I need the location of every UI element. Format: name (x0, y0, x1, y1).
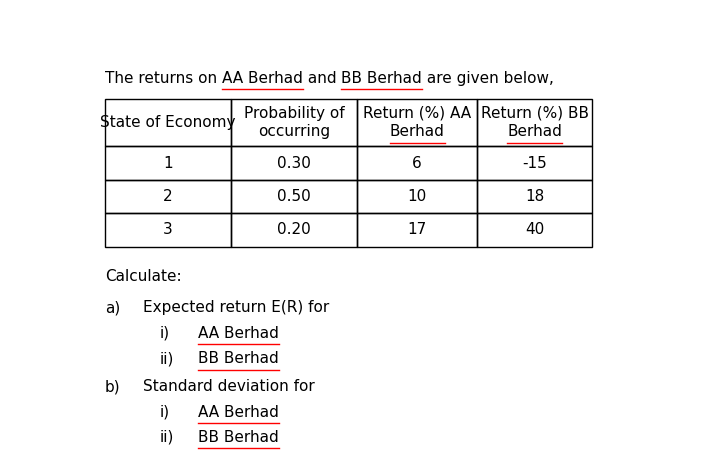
Bar (105, 180, 231, 213)
Text: 40: 40 (525, 223, 544, 237)
Text: AA Berhad: AA Berhad (198, 404, 279, 420)
Text: BB Berhad: BB Berhad (198, 430, 279, 445)
Text: i): i) (160, 326, 170, 341)
Text: Return (%) BB: Return (%) BB (481, 106, 589, 121)
Text: 2: 2 (163, 189, 173, 204)
Text: AA Berhad: AA Berhad (222, 71, 303, 85)
Text: ii): ii) (160, 430, 174, 445)
Text: Expected return E(R) for: Expected return E(R) for (144, 300, 329, 315)
Bar (231, 99, 357, 146)
Bar (105, 99, 231, 146)
Text: 10: 10 (407, 189, 427, 204)
Text: -15: -15 (522, 155, 547, 170)
Bar (357, 99, 477, 146)
Text: AA Berhad: AA Berhad (198, 326, 279, 341)
Text: 0.50: 0.50 (277, 189, 310, 204)
Bar (477, 213, 592, 247)
Text: 17: 17 (407, 223, 427, 237)
Text: Probability of
occurring: Probability of occurring (243, 106, 344, 139)
Text: State of Economy: State of Economy (100, 115, 235, 130)
Bar (357, 180, 477, 213)
Text: Berhad: Berhad (508, 124, 562, 139)
Text: are given below,: are given below, (422, 71, 554, 85)
Bar (357, 213, 477, 247)
Text: 1: 1 (163, 155, 173, 170)
Text: Calculate:: Calculate: (105, 270, 182, 285)
Bar (477, 180, 592, 213)
Bar (231, 180, 357, 213)
Bar (105, 146, 231, 180)
Text: 3: 3 (163, 223, 173, 237)
Text: b): b) (105, 379, 120, 394)
Bar (477, 146, 592, 180)
Bar (105, 213, 231, 247)
Bar (231, 213, 357, 247)
Text: 0.20: 0.20 (277, 223, 310, 237)
Bar (357, 146, 477, 180)
Text: 18: 18 (525, 189, 544, 204)
Text: Standard deviation for: Standard deviation for (144, 379, 315, 394)
Bar (231, 146, 357, 180)
Text: ii): ii) (160, 351, 174, 366)
Text: 6: 6 (412, 155, 422, 170)
Text: BB Berhad: BB Berhad (198, 351, 279, 366)
Text: The returns on: The returns on (105, 71, 222, 85)
Text: Berhad: Berhad (390, 124, 445, 139)
Text: i): i) (160, 404, 170, 420)
Bar (477, 99, 592, 146)
Text: a): a) (105, 300, 120, 315)
Text: Return (%) AA: Return (%) AA (363, 106, 471, 121)
Text: BB Berhad: BB Berhad (341, 71, 422, 85)
Text: 0.30: 0.30 (277, 155, 311, 170)
Text: and: and (303, 71, 341, 85)
